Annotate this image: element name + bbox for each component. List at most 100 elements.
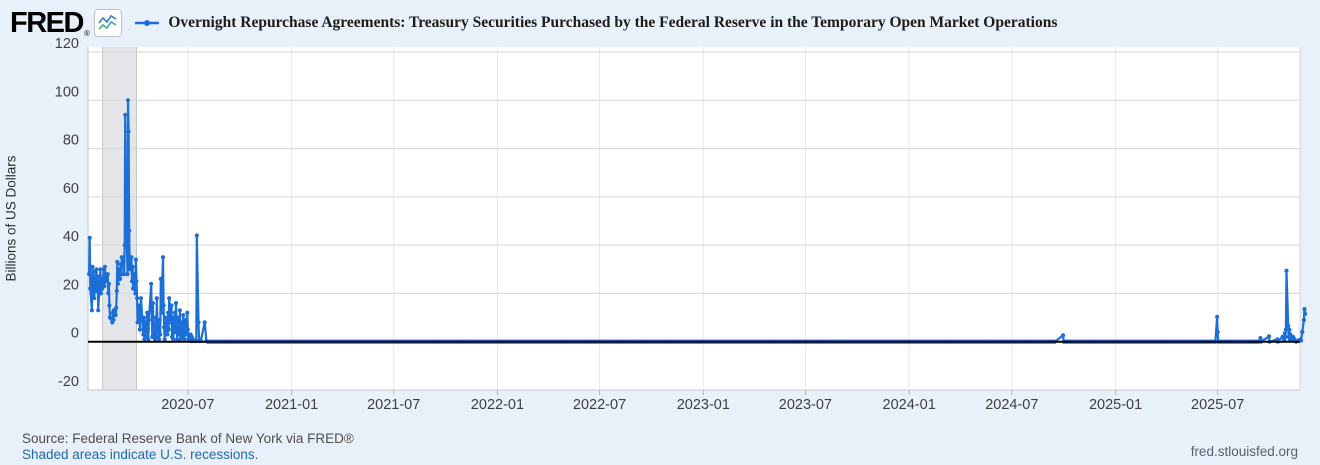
data-point-marker	[167, 296, 172, 301]
y-axis-tick-label: 40	[63, 229, 79, 245]
data-point-marker	[121, 259, 126, 265]
x-grid-and-labels: 2020-07 2021-01 2021-07 2022-01 2022-07 2023-…	[161, 47, 1244, 413]
data-point-marker	[118, 262, 123, 267]
chart-plot-area[interactable]: 2020-07 2021-01 2021-07 2022-01 2022-07 2023-…	[0, 0, 1320, 420]
data-point-marker	[118, 276, 123, 281]
y-axis-tick-label: 60	[63, 181, 79, 197]
data-point-marker	[176, 315, 181, 320]
data-point-marker	[130, 264, 135, 269]
data-point-marker	[131, 286, 136, 291]
data-point-marker	[181, 329, 186, 335]
data-point-marker	[137, 303, 142, 308]
chart-title: Overnight Repurchase Agreements: Treasur…	[168, 14, 1058, 31]
recession-band	[102, 47, 138, 390]
x-axis-tick-label: 2022-07	[573, 397, 626, 413]
data-point-marker	[185, 310, 190, 315]
data-point-marker	[1283, 334, 1288, 339]
data-point-marker	[175, 337, 180, 342]
data-point-marker	[102, 284, 107, 289]
data-point-marker	[92, 296, 97, 301]
source-attribution: Source: Federal Reserve Bank of New York…	[22, 431, 354, 446]
data-point-marker	[123, 112, 128, 117]
recession-note-link[interactable]: Shaded areas indicate U.S. recessions.	[22, 446, 259, 462]
data-point-marker	[122, 272, 127, 277]
data-point-marker	[1299, 338, 1304, 343]
data-point-marker	[1286, 323, 1291, 329]
data-point-marker	[114, 305, 119, 310]
data-point-marker	[113, 313, 118, 318]
y-axis-tick-label: 0	[71, 326, 79, 342]
chart-header: FRED® Overnight Repurchase Agreements: T…	[10, 6, 1057, 40]
data-point-marker	[1303, 311, 1308, 316]
plot-background	[88, 47, 1300, 390]
x-axis-tick-label: 2021-07	[367, 397, 420, 413]
data-point-marker	[1258, 336, 1263, 341]
data-point-marker	[129, 279, 135, 284]
data-point-marker	[94, 288, 100, 294]
data-point-marker	[194, 233, 199, 238]
data-point-marker	[196, 320, 201, 325]
data-point-marker	[162, 337, 167, 342]
data-point-marker	[157, 337, 162, 342]
data-point-marker	[103, 279, 108, 284]
data-point-marker	[133, 257, 138, 262]
data-point-marker	[173, 301, 179, 306]
data-point-marker	[122, 243, 127, 248]
data-point-marker	[1284, 268, 1289, 273]
x-axis-tick-label: 2022-01	[471, 397, 524, 413]
fred-site-link[interactable]: fred.stlouisfed.org	[1190, 444, 1298, 459]
data-point-marker	[173, 329, 178, 335]
data-point-marker	[107, 315, 113, 320]
y-axis-tick-label: 20	[63, 277, 79, 293]
data-point-marker	[141, 315, 146, 320]
data-point-marker	[129, 255, 134, 260]
data-point-marker	[165, 332, 170, 337]
data-point-marker	[127, 267, 132, 272]
y-axis-tick-label: 80	[63, 133, 79, 149]
data-point-marker	[174, 322, 179, 327]
data-point-marker	[202, 320, 207, 325]
data-point-marker	[98, 267, 103, 272]
data-point-marker	[96, 308, 101, 313]
x-axis-tick-label: 2020-07	[161, 397, 214, 413]
data-point-marker	[135, 320, 140, 325]
data-point-marker	[99, 276, 104, 281]
data-point-marker	[114, 288, 119, 294]
data-point-marker	[98, 291, 104, 296]
data-point-marker	[160, 255, 166, 260]
data-point-marker	[162, 325, 167, 330]
data-point-marker	[87, 272, 92, 277]
data-point-marker	[94, 267, 99, 272]
data-point-marker	[106, 291, 111, 296]
data-point-marker	[125, 272, 130, 277]
x-axis-tick-label: 2024-01	[883, 397, 936, 413]
registered-mark: ®	[83, 28, 90, 38]
data-point-marker	[117, 267, 122, 272]
x-axis-tick-label: 2024-07	[985, 397, 1038, 413]
data-point-marker	[177, 308, 182, 313]
data-point-marker	[142, 320, 148, 325]
data-point-marker	[111, 317, 116, 323]
fred-logo-chart-icon	[94, 9, 123, 37]
data-point-marker	[182, 317, 188, 323]
x-axis-tick-label: 2023-07	[779, 397, 832, 413]
data-point-marker	[134, 279, 139, 284]
data-point-marker	[91, 281, 96, 286]
data-point-marker	[1215, 329, 1220, 335]
data-point-marker	[150, 301, 155, 306]
chart-footer: Source: Federal Reserve Bank of New York…	[22, 431, 354, 462]
data-point-marker	[115, 281, 120, 286]
data-point-marker	[106, 281, 111, 286]
data-point-marker	[1215, 314, 1220, 319]
x-axis-tick-label: 2023-01	[677, 397, 730, 413]
data-point-marker	[145, 327, 150, 332]
data-point-marker	[170, 315, 175, 320]
data-point-marker	[143, 334, 148, 339]
data-point-marker	[1302, 307, 1307, 312]
data-point-marker	[151, 325, 156, 330]
fred-logo[interactable]: FRED®	[10, 6, 90, 39]
data-point-marker	[1282, 331, 1287, 336]
data-point-marker	[163, 315, 168, 320]
data-series-overnight-repo[interactable]	[87, 98, 1308, 344]
